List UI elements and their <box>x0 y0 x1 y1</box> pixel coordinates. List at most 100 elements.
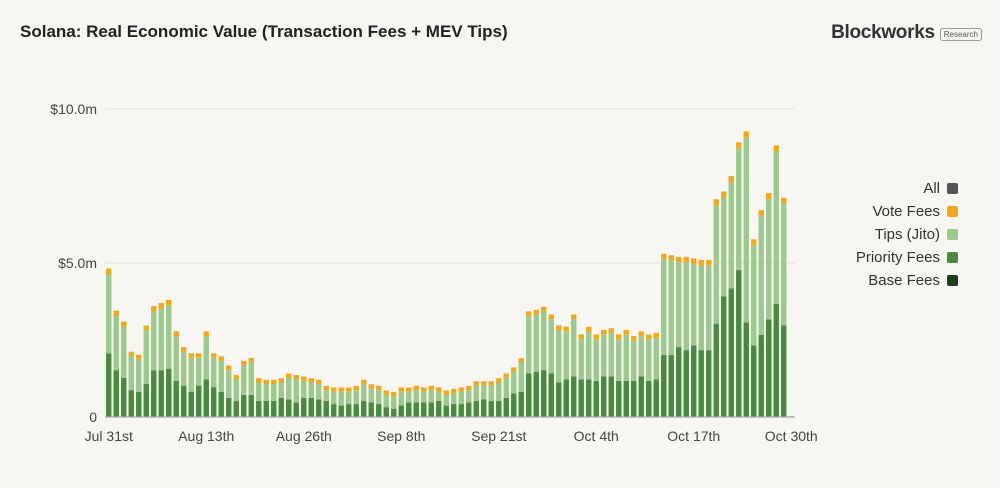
bar-segment <box>293 402 299 417</box>
bar-segment <box>631 380 637 417</box>
bar-segment <box>556 382 562 417</box>
bar-segment <box>308 378 314 383</box>
bar-segment <box>451 393 457 405</box>
legend-item-base-fees[interactable]: Base Fees <box>868 272 958 289</box>
bar-segment <box>721 296 727 417</box>
bar-segment <box>466 390 472 403</box>
bar-segment <box>323 390 329 401</box>
bar-segment <box>563 326 569 332</box>
bar-segment <box>503 397 509 417</box>
bar-segment <box>653 337 659 380</box>
bar-segment <box>121 321 127 328</box>
legend-item-vote-fees[interactable]: Vote Fees <box>872 203 958 220</box>
bar-segment <box>188 357 194 392</box>
bar-segment <box>113 370 119 417</box>
legend-label-vote-fees: Vote Fees <box>872 203 940 220</box>
bar-segment <box>106 353 112 417</box>
bar-segment <box>586 379 592 417</box>
bar-segment <box>668 260 674 355</box>
bar-segment <box>713 199 719 206</box>
bar-segment <box>563 331 569 380</box>
bar-segment <box>308 397 314 417</box>
bar-segment <box>323 385 329 391</box>
bar-segment <box>556 330 562 383</box>
bar-segment <box>661 259 667 355</box>
bar-segment <box>413 385 419 391</box>
bar-segment <box>121 377 127 417</box>
bar-segment <box>391 392 397 397</box>
x-tick-label: Oct 30th <box>765 428 818 444</box>
bar-segment <box>608 333 614 377</box>
bar-segment <box>781 197 787 204</box>
bar-segment <box>196 385 202 417</box>
bar-segment <box>226 397 232 417</box>
bar-segment <box>646 334 652 340</box>
bar-segment <box>691 258 697 264</box>
legend-item-priority-fees[interactable]: Priority Fees <box>856 249 958 266</box>
bar-segment <box>353 390 359 405</box>
legend-swatch-tips-jito <box>947 229 958 240</box>
bar-segment <box>218 391 224 417</box>
bar-segment <box>623 329 629 335</box>
bar-segment <box>773 145 779 152</box>
legend-swatch-vote-fees <box>947 206 958 217</box>
bar-segment <box>256 378 262 383</box>
bar-segment <box>106 274 112 354</box>
bar-segment <box>143 325 149 331</box>
bar-segment <box>316 384 322 400</box>
bar-segment <box>286 377 292 400</box>
bar-segment <box>541 306 547 312</box>
bar-segment <box>548 319 554 374</box>
bar-segment <box>428 385 434 391</box>
bar-segment <box>301 397 307 417</box>
bar-segment <box>196 357 202 386</box>
legend-swatch-all <box>947 183 958 194</box>
bar-segment <box>766 319 772 417</box>
bar-segment <box>758 216 764 335</box>
bar-segment <box>271 379 277 385</box>
bar-segment <box>353 385 359 391</box>
bar-segment <box>488 381 494 386</box>
x-tick-label: Aug 26th <box>276 428 332 444</box>
bar-segment <box>646 339 652 381</box>
bar-segment <box>293 375 299 380</box>
bar-segment <box>301 380 307 398</box>
bar-segment <box>586 331 592 380</box>
bar-segment <box>383 390 389 395</box>
bar-segment <box>286 399 292 417</box>
x-tick-label: Oct 4th <box>574 428 619 444</box>
bar-segment <box>496 382 502 401</box>
legend-item-all[interactable]: All <box>923 180 958 197</box>
bar-segment <box>226 365 232 371</box>
bar-segment <box>766 199 772 320</box>
bar-segment <box>458 391 464 405</box>
bar-segment <box>526 311 532 317</box>
bar-segment <box>488 400 494 417</box>
bar-segment <box>773 151 779 304</box>
bar-segment <box>443 394 449 406</box>
bar-segment <box>698 350 704 417</box>
bar-segment <box>668 255 674 261</box>
bar-segment <box>421 391 427 403</box>
bar-segment <box>458 404 464 417</box>
x-tick-label: Sep 8th <box>377 428 425 444</box>
bar-segment <box>736 270 742 417</box>
bar-segment <box>593 380 599 417</box>
x-tick-label: Sep 21st <box>471 428 526 444</box>
bar-segment <box>556 325 562 331</box>
bar-segment <box>571 314 577 320</box>
bar-segment <box>593 334 599 340</box>
bar-segment <box>638 331 644 337</box>
bar-segment <box>383 394 389 408</box>
bar-segment <box>263 400 269 417</box>
bar-segment <box>278 382 284 398</box>
bar-segment <box>413 390 419 403</box>
bar-segment <box>136 354 142 360</box>
bar-segment <box>196 353 202 358</box>
bar-segment <box>676 262 682 348</box>
bar-segment <box>398 387 404 392</box>
bar-segment <box>548 373 554 417</box>
legend-item-tips-jito[interactable]: Tips (Jito) <box>875 226 958 243</box>
bar-segment <box>203 331 209 337</box>
